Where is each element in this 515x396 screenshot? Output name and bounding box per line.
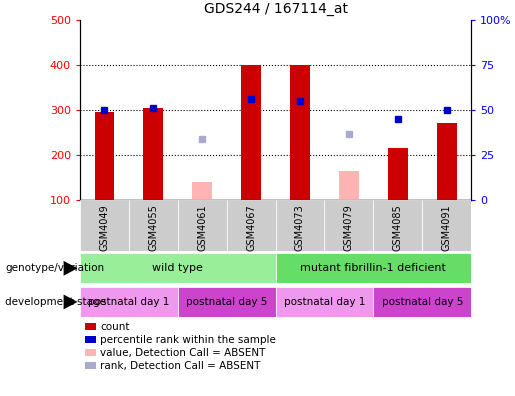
- Bar: [373, 287, 471, 317]
- Text: postnatal day 1: postnatal day 1: [284, 297, 365, 307]
- Bar: [339, 171, 358, 200]
- Bar: [276, 287, 373, 317]
- Bar: [437, 124, 456, 200]
- Bar: [80, 287, 178, 317]
- Text: postnatal day 1: postnatal day 1: [88, 297, 169, 307]
- Bar: [388, 148, 408, 200]
- Text: mutant fibrillin-1 deficient: mutant fibrillin-1 deficient: [300, 263, 447, 273]
- Bar: [227, 200, 276, 251]
- Text: value, Detection Call = ABSENT: value, Detection Call = ABSENT: [100, 348, 266, 358]
- Bar: [241, 65, 261, 200]
- Bar: [276, 200, 324, 251]
- Polygon shape: [64, 261, 77, 276]
- Bar: [129, 200, 178, 251]
- Bar: [143, 108, 163, 200]
- Bar: [178, 200, 227, 251]
- Text: GSM4079: GSM4079: [344, 204, 354, 251]
- Text: GSM4073: GSM4073: [295, 204, 305, 251]
- Text: GSM4091: GSM4091: [442, 204, 452, 251]
- Bar: [80, 200, 129, 251]
- Bar: [324, 200, 373, 251]
- Text: GSM4067: GSM4067: [246, 204, 256, 251]
- Text: percentile rank within the sample: percentile rank within the sample: [100, 335, 277, 345]
- Text: development stage: development stage: [5, 297, 106, 307]
- Bar: [373, 200, 422, 251]
- Text: wild type: wild type: [152, 263, 203, 273]
- Text: genotype/variation: genotype/variation: [5, 263, 104, 273]
- Polygon shape: [64, 295, 77, 309]
- Bar: [80, 253, 276, 283]
- Bar: [290, 65, 310, 200]
- Text: GSM4061: GSM4061: [197, 204, 207, 251]
- Text: rank, Detection Call = ABSENT: rank, Detection Call = ABSENT: [100, 361, 261, 371]
- Text: GSM4055: GSM4055: [148, 204, 158, 251]
- Bar: [276, 253, 471, 283]
- Text: postnatal day 5: postnatal day 5: [382, 297, 463, 307]
- Text: count: count: [100, 322, 130, 332]
- Text: GSM4085: GSM4085: [393, 204, 403, 251]
- Text: GSM4049: GSM4049: [99, 204, 109, 251]
- Text: postnatal day 5: postnatal day 5: [186, 297, 267, 307]
- Bar: [422, 200, 471, 251]
- Bar: [178, 287, 276, 317]
- Title: GDS244 / 167114_at: GDS244 / 167114_at: [203, 2, 348, 16]
- Bar: [193, 182, 212, 200]
- Bar: [95, 112, 114, 200]
